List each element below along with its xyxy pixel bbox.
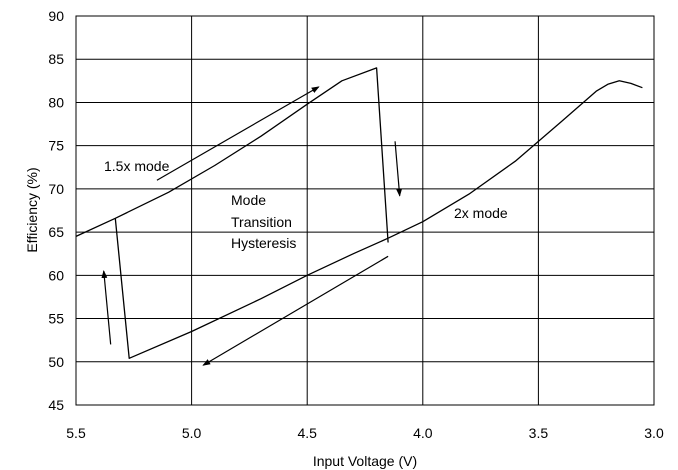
direction-arrow-4 — [202, 255, 389, 366]
x-tick-label: 4.5 — [297, 425, 317, 441]
arrow-layer — [101, 86, 403, 366]
y-tick-label: 70 — [48, 181, 64, 197]
direction-arrow-1 — [101, 270, 112, 345]
annotation-hysteresis-hysteresis: Hysteresis — [231, 235, 296, 251]
x-tick-label: 3.5 — [529, 425, 549, 441]
annotation-hysteresis-transition: Transition — [231, 214, 292, 230]
annotation-1-5x-mode: 1.5x mode — [104, 158, 170, 174]
y-tick-label: 60 — [48, 267, 64, 283]
x-tick-label: 5.0 — [182, 425, 202, 441]
y-tick-label: 90 — [48, 8, 64, 24]
x-axis-title: Input Voltage (V) — [313, 453, 417, 469]
plot-area-border — [75, 15, 655, 406]
y-tick-label: 80 — [48, 94, 64, 110]
x-tick-label: 3.0 — [644, 425, 664, 441]
y-tick-label: 65 — [48, 224, 64, 240]
y-tick-label: 85 — [48, 51, 64, 67]
annotation-2x-mode: 2x mode — [454, 205, 508, 221]
y-tick-label: 45 — [48, 397, 64, 413]
series-layer — [75, 67, 643, 359]
y-tick-label: 75 — [48, 138, 64, 154]
grid-lines — [75, 15, 655, 406]
direction-arrow-2 — [156, 86, 320, 181]
x-tick-labels: 5.5 5.0 4.5 4.0 3.5 3.0 — [66, 425, 664, 441]
direction-arrow-3 — [394, 141, 403, 197]
series-line-1 — [75, 67, 389, 243]
y-tick-labels: 45 50 55 60 65 70 75 80 85 90 — [48, 8, 64, 413]
x-tick-label: 5.5 — [66, 425, 86, 441]
x-tick-label: 4.0 — [413, 425, 433, 441]
y-tick-label: 55 — [48, 311, 64, 327]
annotation-hysteresis-mode: Mode — [231, 192, 266, 208]
y-tick-label: 50 — [48, 354, 64, 370]
y-axis-title: Efficiency (%) — [24, 167, 40, 252]
series-line-2 — [114, 80, 643, 359]
